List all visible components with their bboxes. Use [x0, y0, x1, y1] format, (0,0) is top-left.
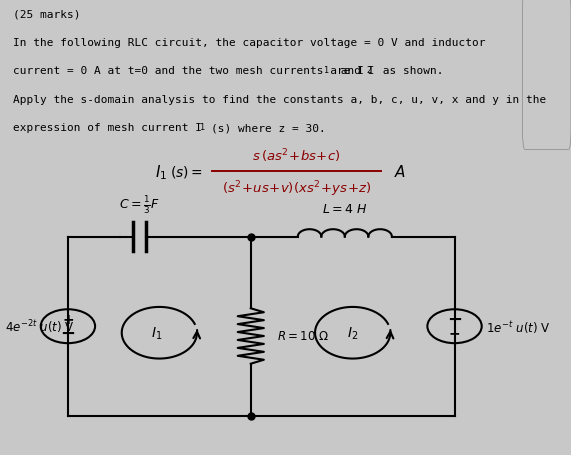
Text: +: + [449, 327, 460, 341]
Text: $1e^{-t}\ u(t)\ \mathrm{V}$: $1e^{-t}\ u(t)\ \mathrm{V}$ [486, 318, 550, 335]
Text: current = 0 A at t=0 and the two mesh currents are I: current = 0 A at t=0 and the two mesh cu… [13, 66, 364, 76]
Text: Apply the s-domain analysis to find the constants a, b, c, u, v, x and y in the: Apply the s-domain analysis to find the … [13, 95, 546, 105]
Text: 1: 1 [200, 123, 205, 132]
Text: and I: and I [335, 66, 375, 76]
Text: $(s) = $: $(s) = $ [170, 164, 203, 180]
Text: In the following RLC circuit, the capacitor voltage = 0 V and inductor: In the following RLC circuit, the capaci… [13, 38, 485, 48]
FancyBboxPatch shape [522, 0, 571, 150]
Text: (25 marks): (25 marks) [13, 9, 81, 19]
Text: as shown.: as shown. [376, 66, 444, 76]
Text: $4e^{-2t}\ u(t)\ \mathrm{V}$: $4e^{-2t}\ u(t)\ \mathrm{V}$ [5, 318, 75, 335]
Text: $L = 4\ H$: $L = 4\ H$ [322, 203, 368, 216]
Text: $C = \frac{1}{3}F$: $C = \frac{1}{3}F$ [119, 194, 160, 216]
Text: −: − [447, 310, 462, 329]
Text: expression of mesh current I: expression of mesh current I [13, 123, 202, 133]
Text: $I_2$: $I_2$ [347, 325, 359, 341]
Text: $s\,(as^2\!+\!bs\!+\!c)$: $s\,(as^2\!+\!bs\!+\!c)$ [252, 147, 341, 165]
Text: $R = 10\ \Omega$: $R = 10\ \Omega$ [277, 330, 329, 343]
Text: −: − [61, 325, 75, 343]
Text: (s) where z = 30.: (s) where z = 30. [211, 123, 325, 133]
Text: 1: 1 [324, 66, 329, 75]
Text: $(s^2\!+\!us\!+\!v)(xs^2\!+\!ys\!+\!z)$: $(s^2\!+\!us\!+\!v)(xs^2\!+\!ys\!+\!z)$ [222, 179, 371, 199]
Text: $I_1$: $I_1$ [155, 162, 167, 181]
Text: $I_1$: $I_1$ [151, 325, 162, 341]
Text: +: + [62, 312, 74, 326]
Text: 2: 2 [366, 66, 371, 75]
Text: $A$: $A$ [395, 164, 407, 180]
